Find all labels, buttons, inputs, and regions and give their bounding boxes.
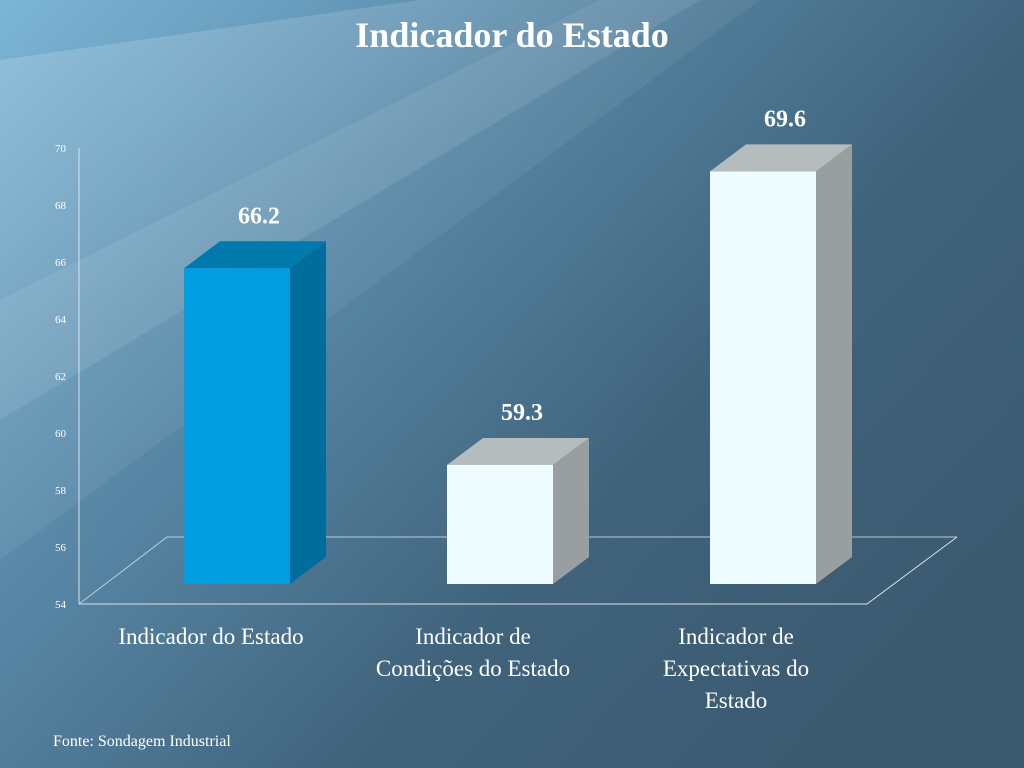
data-label-2: 59.3 <box>501 400 543 426</box>
y-tick-label: 70 <box>55 143 67 155</box>
category-label-1: Indicador do Estado <box>86 621 336 653</box>
y-tick-label: 68 <box>55 200 67 212</box>
bar-top-1 <box>184 241 326 269</box>
bar-top-3 <box>710 144 852 172</box>
y-tick-label: 54 <box>55 599 67 611</box>
category-label-line: Condições do Estado <box>375 656 571 681</box>
y-tick-label: 64 <box>55 314 67 326</box>
bar-side-2 <box>553 437 589 584</box>
y-tick-label: 62 <box>55 371 66 383</box>
y-tick-label: 60 <box>55 428 67 440</box>
data-label-1: 66.2 <box>238 203 280 229</box>
bar-side-3 <box>816 144 852 584</box>
floor-front-edge <box>79 536 958 605</box>
bar-side-1 <box>290 241 326 585</box>
bar-top-2 <box>447 437 589 465</box>
category-label-line: Estado <box>704 688 768 713</box>
floor-back-edge <box>78 536 957 605</box>
category-label-line: Expectativas do <box>662 656 810 681</box>
category-label-3: Indicador de Expectativas do Estado <box>611 621 861 717</box>
chart-title: Indicador do Estado <box>355 15 669 55</box>
category-label-line: Indicador do Estado <box>118 624 304 649</box>
category-label-2: Indicador de Condições do Estado <box>348 621 598 685</box>
category-label-line: Indicador de <box>415 624 531 649</box>
bar-3 <box>710 171 816 584</box>
bar-2 <box>447 464 553 584</box>
category-label-line: Indicador de <box>678 624 794 649</box>
y-tick-label: 66 <box>55 257 67 269</box>
data-label-3: 69.6 <box>764 106 806 132</box>
y-tick-label: 56 <box>55 542 67 554</box>
source-note: Fonte: Sondagem Industrial <box>53 733 231 750</box>
y-tick-label: 58 <box>55 485 67 497</box>
bar-1 <box>184 268 290 584</box>
